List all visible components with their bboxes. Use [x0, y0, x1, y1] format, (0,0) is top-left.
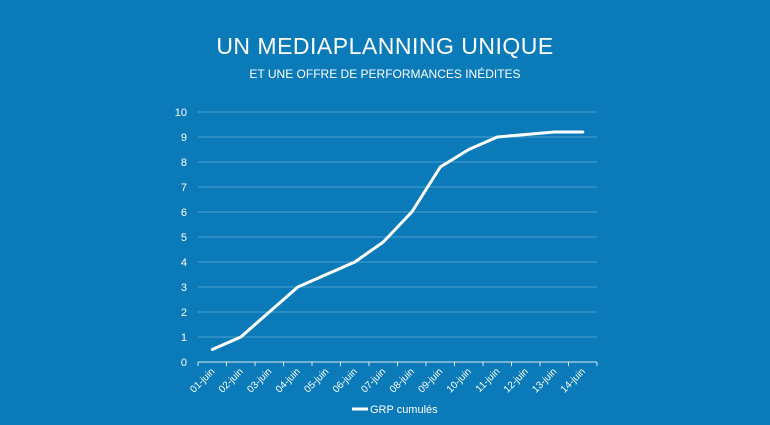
x-tick-label: 09-juin — [416, 366, 445, 395]
chart-subtitle: ET UNE OFFRE DE PERFORMANCES INÉDITES — [249, 67, 521, 81]
y-tick-label: 10 — [175, 107, 187, 119]
y-tick-label: 0 — [181, 357, 187, 369]
y-tick-label: 4 — [181, 257, 187, 269]
series-layer — [210, 130, 585, 351]
y-tick-label: 9 — [181, 132, 187, 144]
legend: GRP cumulés — [352, 404, 438, 416]
x-tick-label: 05-juin — [302, 366, 331, 395]
y-tick-label: 6 — [181, 207, 187, 219]
y-tick-label: 8 — [181, 157, 187, 169]
y-axis: 0 1 2 3 4 5 6 7 8 9 10 — [175, 107, 187, 369]
y-tick-label: 2 — [181, 307, 187, 319]
y-tick-label: 7 — [181, 182, 187, 194]
x-tick-label: 11-juin — [474, 366, 502, 394]
y-tick-label: 5 — [181, 232, 187, 244]
x-axis: 01-juin 02-juin 03-juin 04-juin 05-juin 06-ju… — [188, 361, 598, 395]
x-tick-label: 13-juin — [530, 366, 559, 395]
chart-title: UN MEDIAPLANNING UNIQUE — [216, 33, 554, 59]
series-line — [210, 130, 585, 351]
x-tick-label: 08-juin — [388, 366, 417, 395]
y-tick-label: 3 — [181, 282, 187, 294]
x-tick-label: 12-juin — [502, 366, 531, 395]
x-tick-label: 03-juin — [245, 366, 274, 395]
x-tick-label: 10-juin — [445, 366, 474, 395]
x-tick-label: 14-juin — [559, 366, 588, 395]
x-tick-label: 01-juin — [188, 366, 217, 395]
legend-label: GRP cumulés — [370, 404, 438, 416]
x-tick-label: 06-juin — [331, 366, 360, 395]
x-tick-label: 07-juin — [359, 366, 388, 395]
gridlines — [198, 111, 597, 363]
x-tick-label: 04-juin — [274, 366, 303, 395]
y-tick-label: 1 — [181, 332, 187, 344]
x-tick-label: 02-juin — [217, 366, 246, 395]
